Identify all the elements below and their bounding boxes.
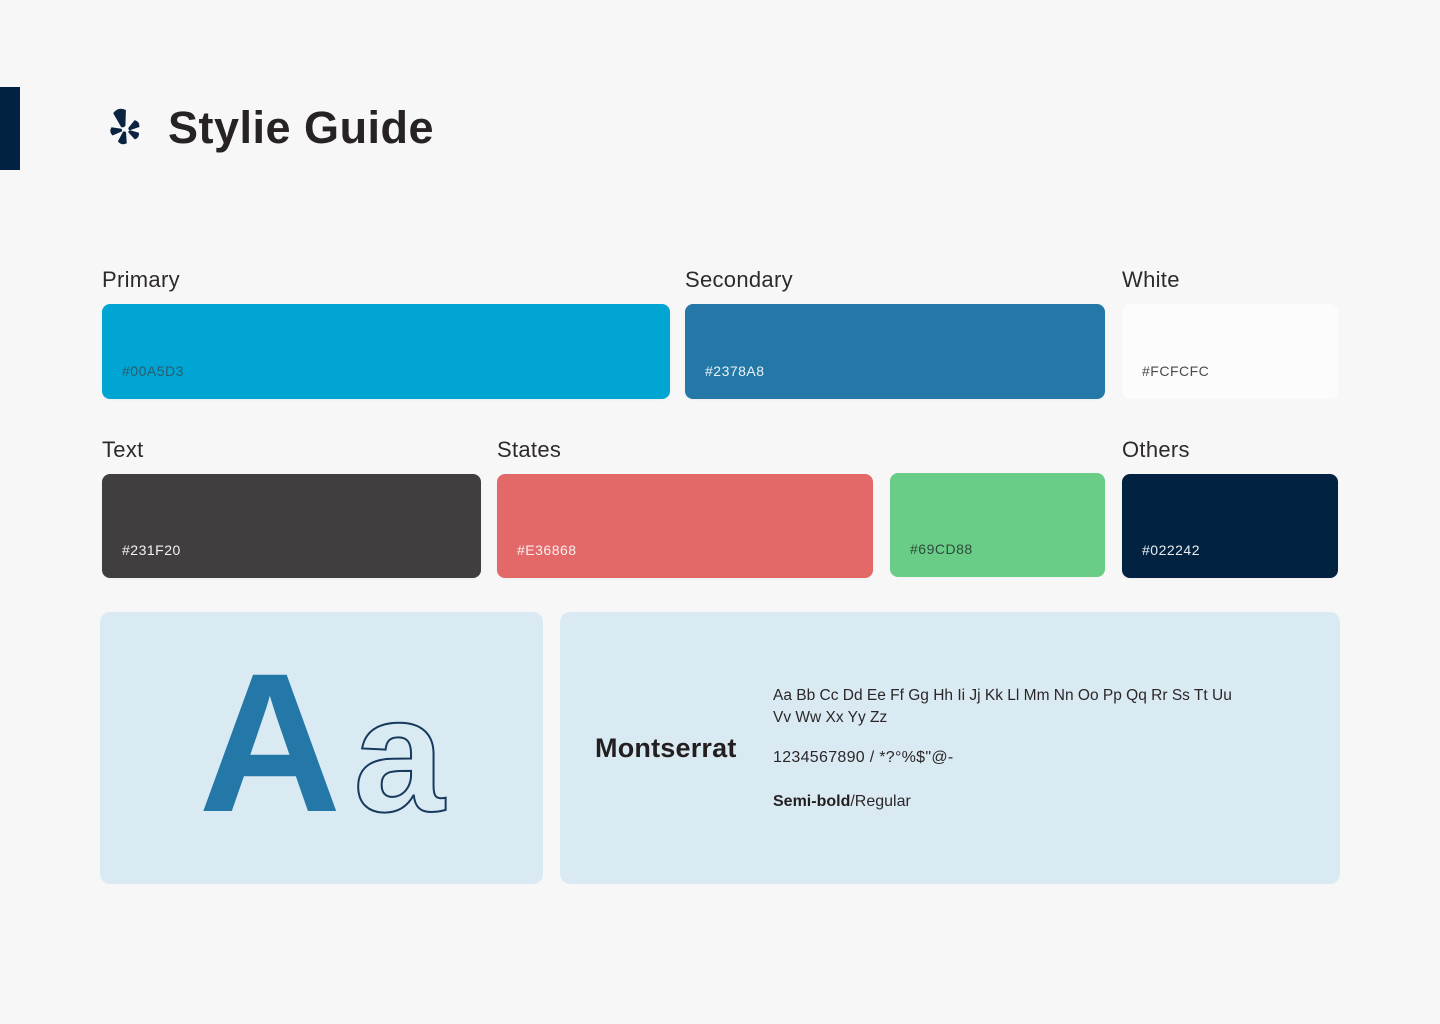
section-label-white: White xyxy=(1122,267,1180,292)
color-swatch-primary: #00A5D3 xyxy=(102,304,670,399)
color-swatch-text: #231F20 xyxy=(102,474,481,578)
hex-value-primary: #00A5D3 xyxy=(122,363,184,379)
weight-semibold: Semi-bold xyxy=(773,793,851,810)
white-color-section: White #FCFCFC xyxy=(1122,267,1338,399)
weight-regular: /Regular xyxy=(850,793,911,810)
section-label-secondary: Secondary xyxy=(685,267,793,292)
page-title: Stylie Guide xyxy=(168,102,435,153)
specimen-letter-outline: a xyxy=(352,663,445,846)
left-accent-bar xyxy=(0,87,20,170)
color-swatch-others: #022242 xyxy=(1122,474,1338,578)
font-weights-label: Semi-bold/Regular xyxy=(773,793,1316,811)
alphabet-line-2: Vv Ww Xx Yy Zz xyxy=(773,709,888,726)
states-color-section: States #E36868 xyxy=(497,437,873,578)
section-label-states: States xyxy=(497,437,562,462)
type-details-card: Montserrat Aa Bb Cc Dd Ee Ff Gg Hh Ii Jj… xyxy=(560,612,1340,884)
section-label-text: Text xyxy=(102,437,144,462)
color-swatch-states-red: #E36868 xyxy=(497,474,873,578)
font-samples: Aa Bb Cc Dd Ee Ff Gg Hh Ii Jj Kk Ll Mm N… xyxy=(773,685,1316,811)
hex-value-secondary: #2378A8 xyxy=(705,363,765,379)
hex-value-others: #022242 xyxy=(1142,542,1201,558)
hex-value-text: #231F20 xyxy=(122,542,181,558)
specimen-letter-solid: A xyxy=(198,632,341,853)
font-name-label: Montserrat xyxy=(595,732,737,763)
color-swatch-white: #FCFCFC xyxy=(1122,304,1338,399)
numerals-sample: 1234567890 / *?°%$"@- xyxy=(773,749,954,766)
hex-value-white: #FCFCFC xyxy=(1142,363,1210,379)
color-swatch-states-green: #69CD88 xyxy=(890,473,1105,577)
type-specimen-card: A a xyxy=(100,612,543,884)
primary-color-section: Primary #00A5D3 xyxy=(102,267,670,399)
section-label-others: Others xyxy=(1122,437,1190,462)
text-color-section: Text #231F20 xyxy=(102,437,481,578)
secondary-color-section: Secondary #2378A8 xyxy=(685,267,1105,399)
hex-value-states-green: #69CD88 xyxy=(910,541,973,557)
alphabet-line-1: Aa Bb Cc Dd Ee Ff Gg Hh Ii Jj Kk Ll Mm N… xyxy=(773,687,1232,704)
hex-value-states-red: #E36868 xyxy=(517,542,577,558)
others-color-section: Others #022242 xyxy=(1122,437,1338,578)
yelp-burst-icon xyxy=(105,107,147,151)
section-label-primary: Primary xyxy=(102,267,180,292)
color-swatch-secondary: #2378A8 xyxy=(685,304,1105,399)
